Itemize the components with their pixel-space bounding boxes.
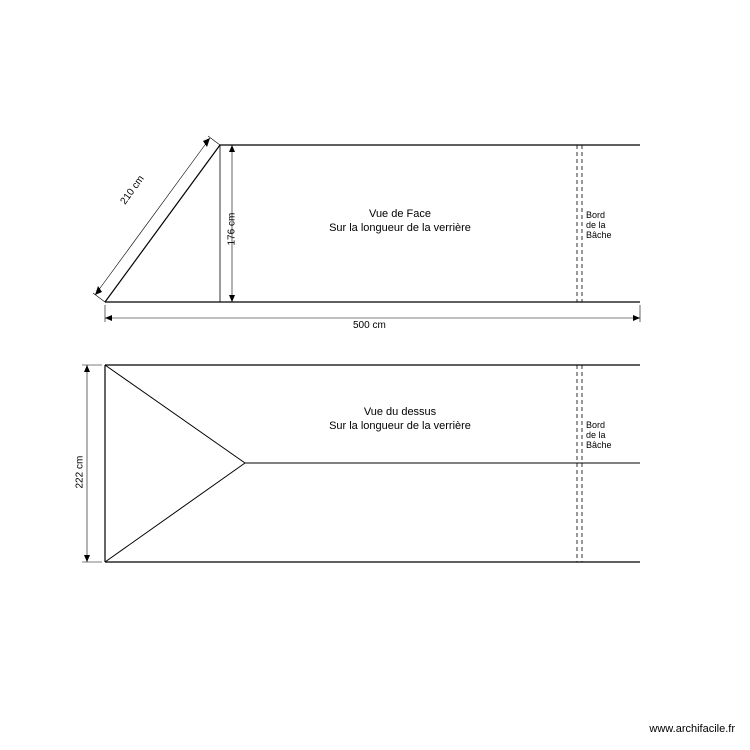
view1-title-line2: Sur la longueur de la verrière (329, 222, 471, 234)
view1-edge-l3: Bâche (586, 230, 612, 240)
view2-edge-l3: Bâche (586, 440, 612, 450)
view2-title: Vue du dessus Sur la longueur de la verr… (300, 405, 500, 434)
dim-176: 176 cm (227, 213, 238, 246)
view1-edge-l1: Bord (586, 210, 605, 220)
view1-edge-label: Bord de la Bâche (586, 211, 612, 241)
view1-title-line1: Vue de Face (369, 208, 431, 220)
watermark: www.archifacile.fr (649, 723, 735, 735)
technical-drawing: Vue de Face Sur la longueur de la verriè… (0, 0, 750, 750)
drawing-svg (0, 0, 750, 750)
dim-500: 500 cm (353, 320, 386, 331)
view2-title-line1: Vue du dessus (364, 406, 436, 418)
view1-edge-l2: de la (586, 220, 606, 230)
dim-222: 222 cm (75, 456, 86, 489)
view2-edge-l2: de la (586, 430, 606, 440)
view1-title: Vue de Face Sur la longueur de la verriè… (300, 207, 500, 236)
view2-edge-l1: Bord (586, 420, 605, 430)
view2-title-line2: Sur la longueur de la verrière (329, 420, 471, 432)
view2-edge-label: Bord de la Bâche (586, 421, 612, 451)
